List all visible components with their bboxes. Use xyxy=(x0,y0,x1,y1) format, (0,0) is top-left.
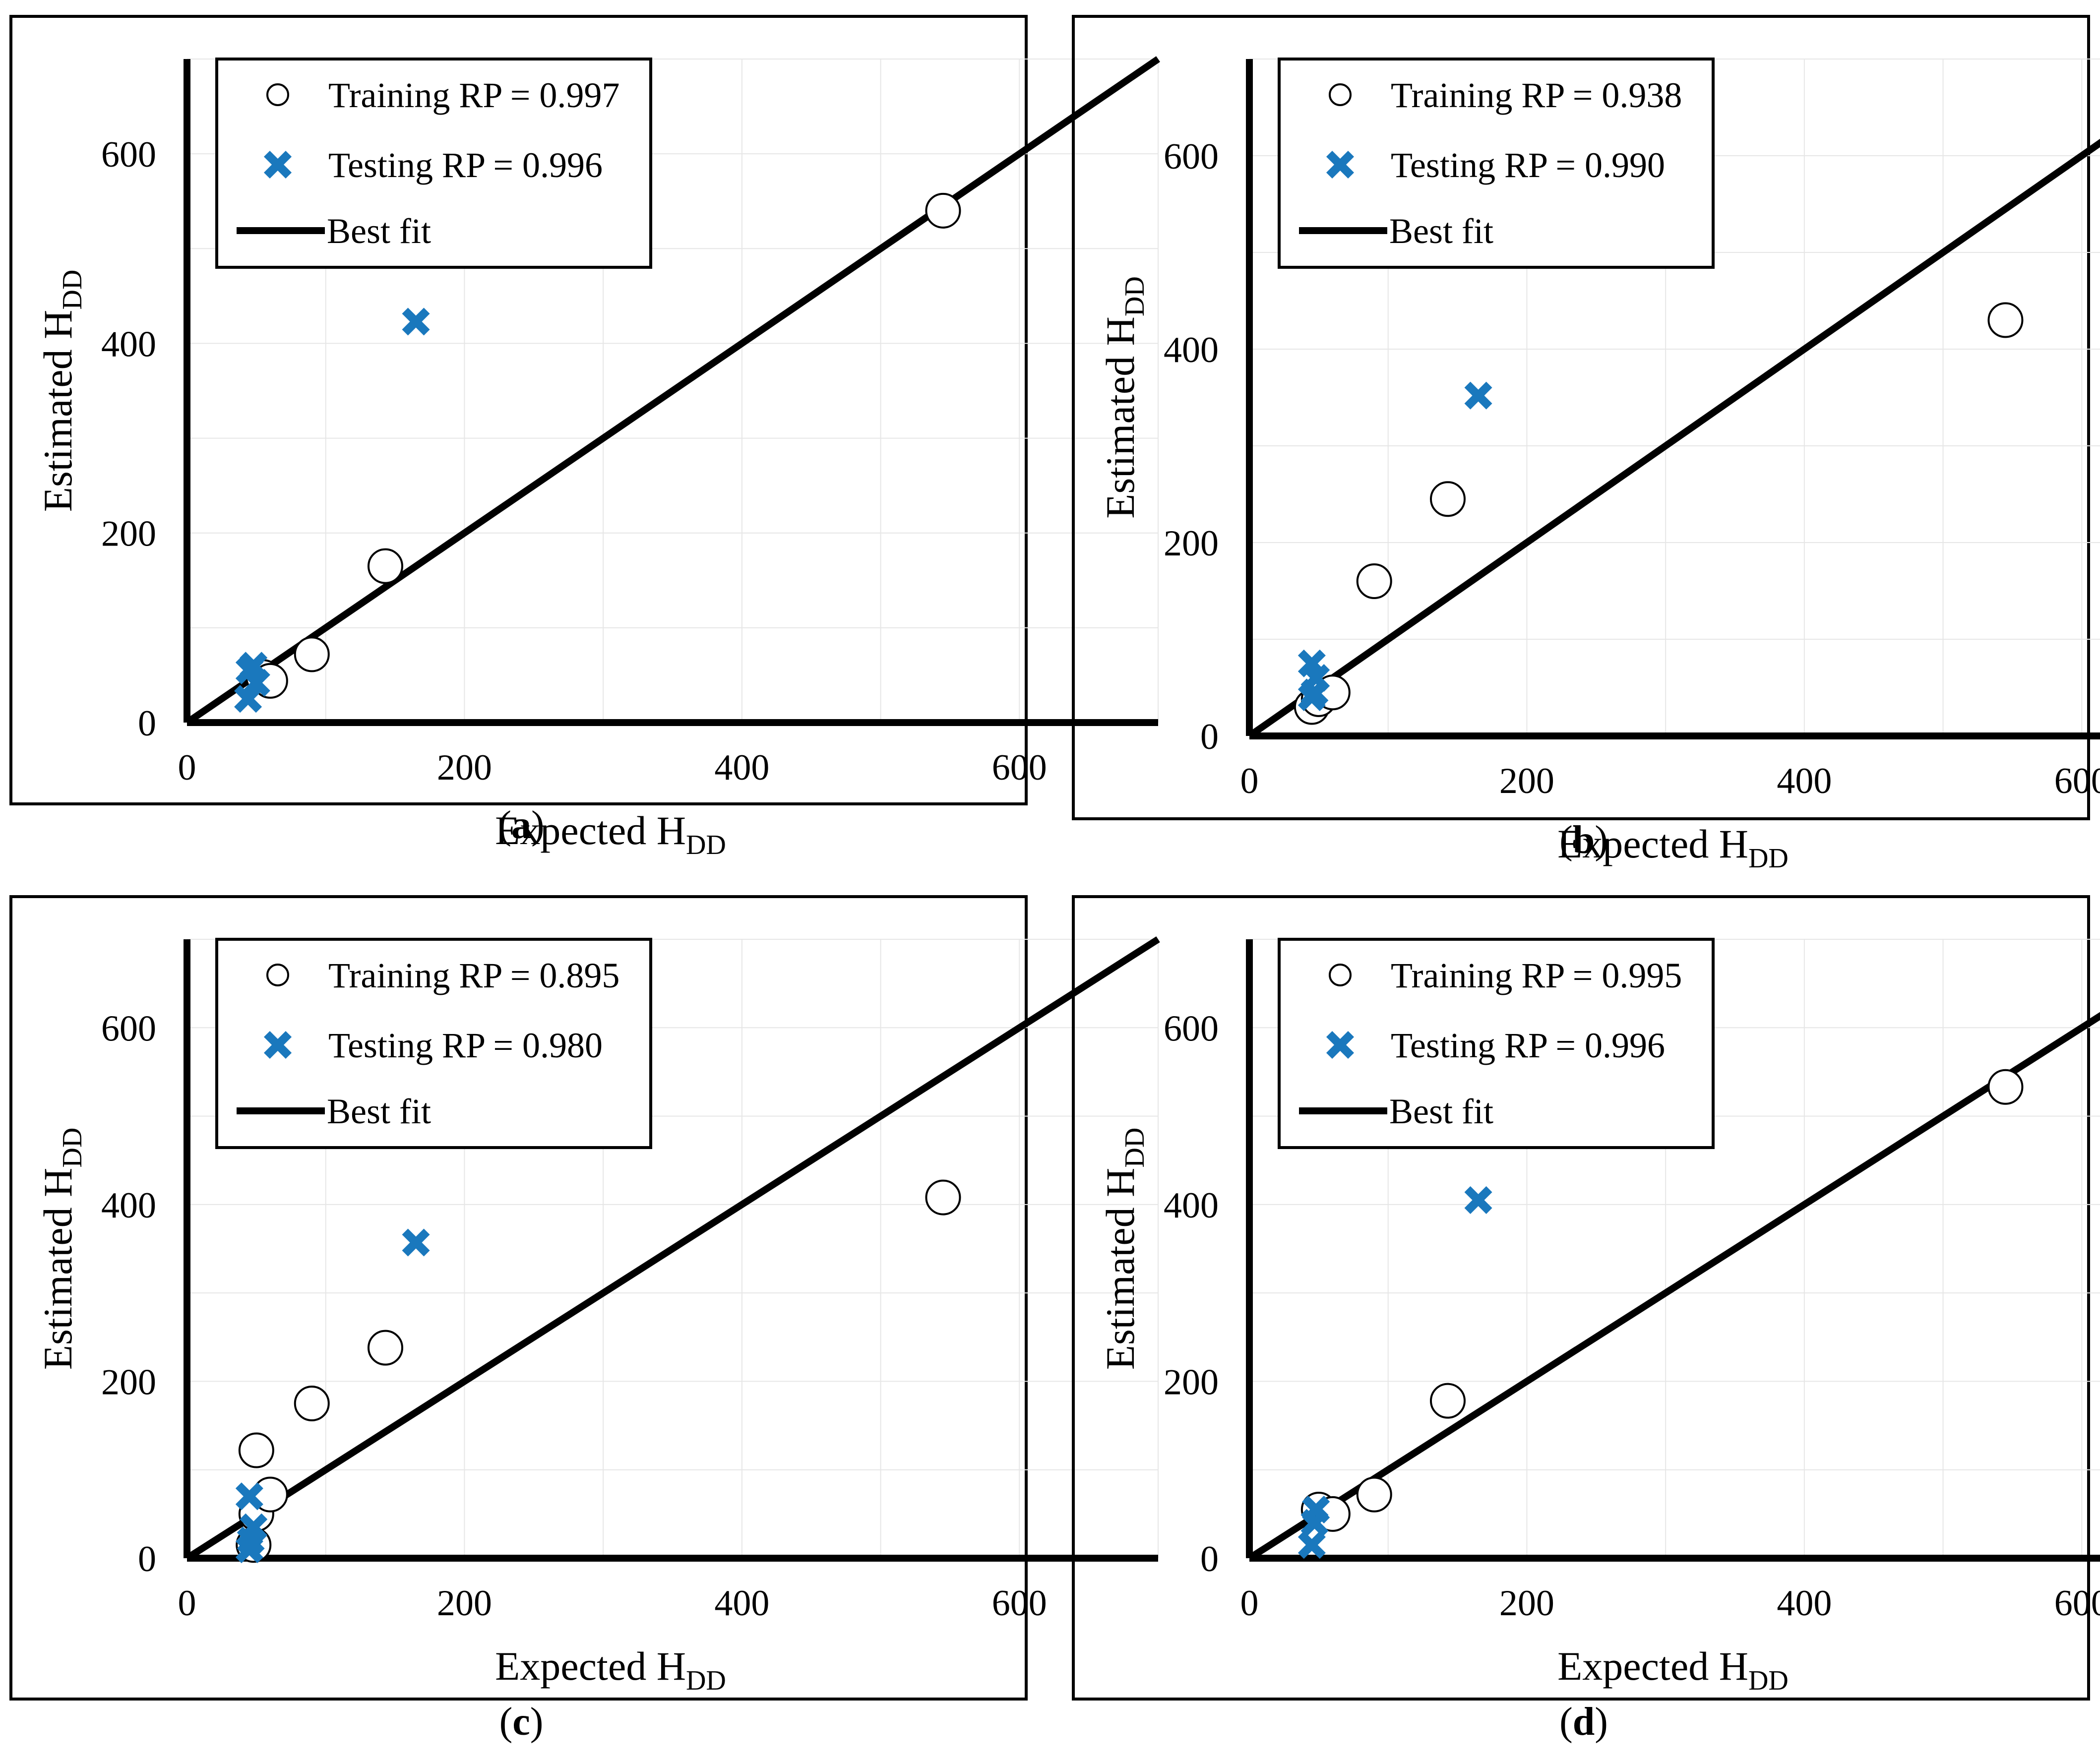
best-fit-line xyxy=(185,56,1160,726)
x-tick-label: 0 xyxy=(1240,761,1259,801)
legend-testing-marker xyxy=(263,150,292,179)
training-point xyxy=(1987,1069,2024,1105)
y-tick-label: 200 xyxy=(1164,1362,1219,1402)
legend-training-marker xyxy=(266,964,289,986)
training-point xyxy=(925,1179,961,1216)
testing-point xyxy=(1300,1509,1329,1537)
y-tick-label: 200 xyxy=(101,1362,156,1402)
legend-fit-label: Best fit xyxy=(327,1092,431,1131)
testing-point xyxy=(242,669,270,697)
training-point xyxy=(294,636,330,672)
legend-fit-label: Best fit xyxy=(1389,1092,1493,1131)
y-tick-label: 400 xyxy=(101,1185,156,1226)
testing-point xyxy=(1464,381,1492,410)
panel-c: 00 200 200 400 400 600 600 Expected HDD Estimate… xyxy=(9,895,1160,1744)
legend-training-label: Training RP = 0.895 xyxy=(328,956,619,995)
training-point xyxy=(367,548,403,584)
x-tick-label: 200 xyxy=(1499,1583,1554,1624)
y-tick-label: 600 xyxy=(101,134,156,175)
x-tick-label: 0 xyxy=(178,1583,196,1624)
legend-fit-label: Best fit xyxy=(1389,211,1493,251)
x-tick-label: 400 xyxy=(1777,761,1832,801)
x-tick-label: 600 xyxy=(2054,1583,2100,1624)
x-tick-label: 0 xyxy=(178,747,196,788)
panel-caption: (d) xyxy=(1559,1700,1608,1744)
x-axis-label: Expected HDD xyxy=(1557,1643,1789,1696)
testing-point xyxy=(235,1482,263,1511)
y-axis-label: Estimated HDD xyxy=(1098,1128,1150,1370)
testing-point xyxy=(402,1228,430,1257)
x-tick-label: 400 xyxy=(714,747,769,788)
panel-caption: (a) xyxy=(498,803,544,847)
training-point xyxy=(1356,1476,1392,1513)
panel-frame xyxy=(9,15,1028,805)
y-axis-label: Estimated HDD xyxy=(35,270,88,512)
x-tick-label: 600 xyxy=(992,1583,1047,1624)
y-axis-label: Estimated HDD xyxy=(1098,276,1150,519)
y-tick-label: 200 xyxy=(101,514,156,554)
panel-caption: (b) xyxy=(1559,818,1608,862)
legend-training-marker xyxy=(1329,964,1352,986)
panel-frame xyxy=(1072,895,2090,1701)
training-point xyxy=(238,1432,274,1468)
y-tick-label: 0 xyxy=(1200,717,1219,757)
legend-training-label: Training RP = 0.995 xyxy=(1391,956,1682,995)
y-axis-label: Estimated HDD xyxy=(35,1128,88,1370)
testing-point xyxy=(234,685,262,713)
x-tick-label: 0 xyxy=(1240,1583,1259,1624)
panel-frame xyxy=(9,895,1028,1701)
legend-testing-label: Testing RP = 0.996 xyxy=(328,145,603,185)
x-tick-label: 600 xyxy=(2054,761,2100,801)
best-fit-line xyxy=(185,936,1160,1561)
legend-training-marker xyxy=(1329,83,1352,106)
legend-testing-label: Testing RP = 0.990 xyxy=(1391,145,1665,185)
training-point xyxy=(1987,302,2024,338)
panel-d: 00 200 200 400 400 600 600 Expected HDD Estimate… xyxy=(1072,895,2100,1744)
legend-testing-label: Testing RP = 0.980 xyxy=(328,1026,603,1065)
y-tick-label: 400 xyxy=(1164,330,1219,370)
y-tick-label: 200 xyxy=(1164,523,1219,564)
y-tick-label: 600 xyxy=(1164,1008,1219,1049)
training-point xyxy=(367,1330,403,1366)
legend-testing-marker xyxy=(1326,150,1355,179)
training-point xyxy=(1356,563,1392,599)
x-tick-label: 400 xyxy=(1777,1583,1832,1624)
legend-fit-label: Best fit xyxy=(327,211,431,251)
best-fit-line xyxy=(1247,1012,2100,1561)
testing-point xyxy=(235,1535,263,1564)
y-tick-label: 0 xyxy=(1200,1539,1219,1580)
legend-testing-label: Testing RP = 0.996 xyxy=(1391,1026,1665,1065)
x-tick-label: 200 xyxy=(1499,761,1554,801)
y-tick-label: 0 xyxy=(138,1539,156,1580)
y-tick-label: 600 xyxy=(1164,136,1219,177)
y-tick-label: 0 xyxy=(138,703,156,744)
x-tick-label: 200 xyxy=(437,1583,492,1624)
legend-testing-marker xyxy=(1326,1031,1355,1059)
training-point xyxy=(1429,1383,1466,1419)
testing-point xyxy=(402,307,430,336)
legend-testing-marker xyxy=(263,1031,292,1059)
panel-caption: (c) xyxy=(499,1700,544,1744)
legend-training-label: Training RP = 0.997 xyxy=(328,75,619,115)
testing-point xyxy=(1297,1531,1326,1559)
x-tick-label: 400 xyxy=(714,1583,769,1624)
testing-point xyxy=(1297,683,1326,712)
training-point xyxy=(925,192,961,229)
y-tick-label: 400 xyxy=(1164,1185,1219,1226)
legend-training-marker xyxy=(266,83,289,106)
training-point xyxy=(294,1386,330,1421)
y-tick-label: 600 xyxy=(101,1008,156,1049)
training-point xyxy=(1429,481,1466,517)
x-axis-label: Expected HDD xyxy=(495,1643,726,1696)
testing-point xyxy=(1464,1186,1492,1214)
panel-frame xyxy=(1072,15,2090,820)
x-tick-label: 200 xyxy=(437,747,492,788)
x-tick-label: 600 xyxy=(992,747,1047,788)
legend-training-label: Training RP = 0.938 xyxy=(1391,75,1682,115)
best-fit-line xyxy=(1247,138,2100,739)
y-tick-label: 400 xyxy=(101,324,156,365)
